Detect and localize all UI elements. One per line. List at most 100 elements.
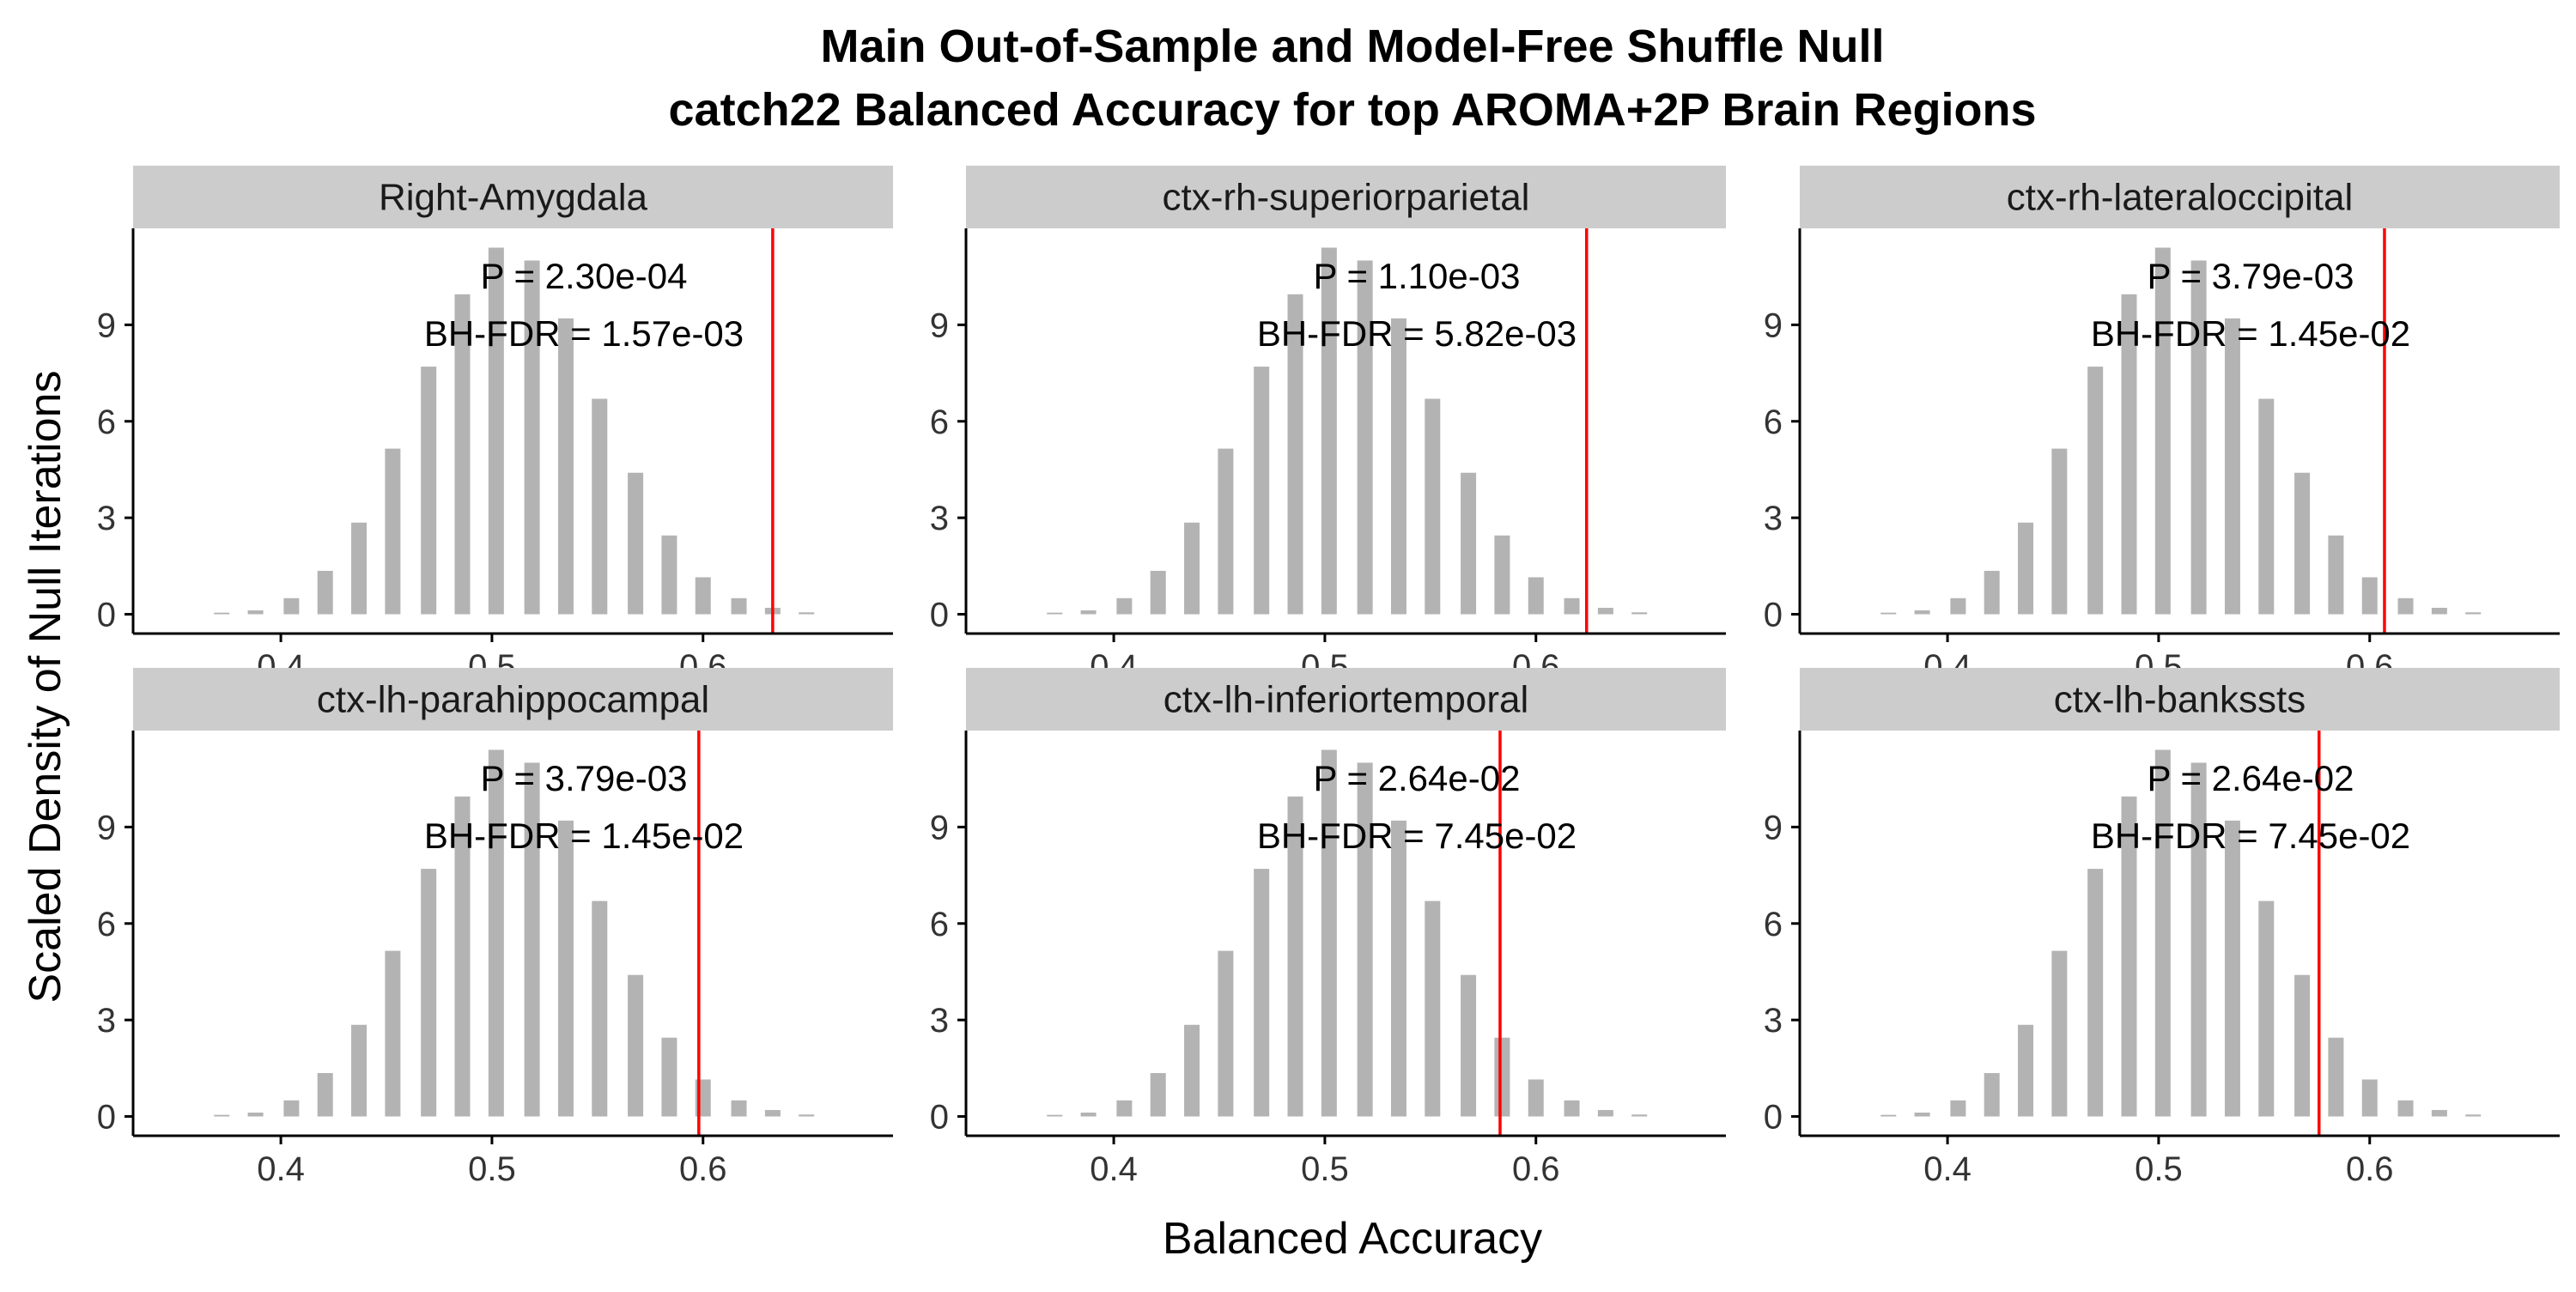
x-tick-label: 0.6: [2346, 1150, 2394, 1188]
histogram-bar: [524, 260, 540, 615]
histogram-bar: [731, 1100, 747, 1117]
x-tick-label: 0.4: [257, 1150, 305, 1188]
histogram-bar: [1080, 1113, 1097, 1117]
facet-panel: ctx-rh-superiorparietal P = 1.10e-03 BH-FD…: [930, 166, 1726, 686]
histogram-bar: [1880, 612, 1897, 615]
chart-title-line2: catch22 Balanced Accuracy for top AROMA+…: [669, 84, 2037, 136]
y-axis-title: Scaled Density of Null Iterations: [21, 370, 70, 1003]
facet-strip-label: ctx-rh-superiorparietal: [1163, 177, 1530, 219]
y-tick-label: 6: [930, 906, 949, 943]
histogram-bar: [2154, 749, 2171, 1117]
histogram-bar: [1287, 294, 1303, 615]
histogram-bar: [214, 1114, 230, 1117]
histogram-bar: [2121, 294, 2137, 615]
histogram-bar: [2258, 901, 2275, 1117]
histogram-bar: [628, 472, 644, 615]
y-tick-label: 3: [1764, 500, 1783, 537]
y-tick-label: 0: [1764, 1099, 1783, 1137]
histogram-bar: [764, 1110, 781, 1117]
fdr-value-label: BH-FDR = 1.45e-02: [2091, 313, 2410, 354]
histogram-bar: [2154, 247, 2171, 615]
histogram-bar: [2018, 1024, 2034, 1117]
facet-panel: Right-Amygdala P = 2.30e-04 BH-FDR = 1.57e…: [97, 166, 893, 686]
y-tick-label: 9: [1764, 809, 1783, 846]
histogram-bar: [1390, 820, 1406, 1117]
y-tick-label: 6: [97, 403, 116, 441]
histogram-bar: [247, 1113, 264, 1117]
facet-strip: [1800, 166, 2560, 228]
histogram-bar: [628, 974, 644, 1117]
histogram-bar: [524, 762, 540, 1117]
histogram-bar: [731, 597, 747, 615]
histogram-bar: [1321, 749, 1337, 1117]
p-value-label: P = 3.79e-03: [481, 758, 688, 798]
y-tick-label: 9: [97, 306, 116, 344]
histogram-bar: [799, 612, 815, 615]
p-value-label: P = 2.30e-04: [481, 256, 688, 296]
histogram-bar: [1494, 1037, 1510, 1117]
histogram-bar: [385, 950, 401, 1117]
x-tick-label: 0.5: [468, 1150, 516, 1188]
histogram-bar: [2294, 974, 2311, 1117]
y-tick-label: 9: [97, 809, 116, 846]
histogram-bar: [1287, 796, 1303, 1117]
histogram-bar: [1116, 1100, 1133, 1117]
histogram-bar: [1254, 367, 1270, 615]
histogram-bar: [1914, 610, 1930, 615]
histogram-bar: [247, 610, 264, 615]
facet-strip-label: ctx-lh-inferiortemporal: [1163, 679, 1528, 721]
y-tick-label: 6: [1764, 906, 1783, 943]
facet-panel: ctx-lh-bankssts P = 2.64e-02 BH-FDR = 7.45…: [1764, 668, 2560, 1188]
histogram-bar: [2465, 612, 2482, 615]
p-value-label: P = 1.10e-03: [1314, 256, 1521, 296]
histogram-bar: [2397, 1100, 2414, 1117]
y-tick-label: 9: [930, 809, 949, 846]
histogram-bar: [1597, 608, 1613, 615]
histogram-bar: [2431, 608, 2447, 615]
x-tick-label: 0.5: [2135, 1150, 2183, 1188]
histogram-bar: [1425, 398, 1441, 615]
p-value-label: P = 2.64e-02: [2148, 758, 2354, 798]
histogram-bar: [557, 820, 574, 1117]
histogram-bar: [1184, 1024, 1200, 1117]
histogram-bar: [351, 1024, 368, 1117]
histogram-bar: [2294, 472, 2311, 615]
histogram-bar: [799, 1114, 815, 1117]
y-tick-label: 9: [1764, 306, 1783, 344]
y-tick-label: 6: [1764, 403, 1783, 441]
histogram-bar: [1047, 1114, 1063, 1117]
histogram-bar: [2465, 1114, 2482, 1117]
histogram-bar: [661, 1037, 677, 1117]
p-value-label: P = 2.64e-02: [1314, 758, 1521, 798]
histogram-bar: [385, 448, 401, 615]
histogram-bar: [317, 570, 333, 615]
y-tick-label: 0: [97, 597, 116, 634]
x-tick-label: 0.6: [1512, 1150, 1560, 1188]
histogram-bar: [283, 597, 300, 615]
fdr-value-label: BH-FDR = 1.45e-02: [424, 816, 744, 856]
y-tick-label: 0: [930, 597, 949, 634]
histogram-bar: [454, 796, 471, 1117]
histogram-bar: [1357, 260, 1373, 615]
x-tick-label: 0.4: [1090, 1150, 1138, 1188]
x-tick-label: 0.5: [1301, 1150, 1349, 1188]
facet-strip: [966, 668, 1726, 731]
histogram-bar: [661, 535, 677, 615]
histogram-bar: [1357, 762, 1373, 1117]
histogram-bar: [488, 749, 504, 1117]
p-value-label: P = 3.79e-03: [2148, 256, 2354, 296]
histogram-bar: [421, 869, 437, 1117]
x-tick-label: 0.6: [679, 1150, 727, 1188]
facet-panel: ctx-lh-inferiortemporal P = 2.64e-02 BH-FD…: [930, 668, 1726, 1188]
histogram-bar: [1880, 1114, 1897, 1117]
y-tick-label: 3: [97, 1002, 116, 1040]
histogram-bar: [1564, 597, 1580, 615]
fdr-value-label: BH-FDR = 7.45e-02: [2091, 816, 2410, 856]
histogram-bar: [2051, 950, 2068, 1117]
y-tick-label: 6: [97, 906, 116, 943]
histogram-bar: [1564, 1100, 1580, 1117]
facet-panel: ctx-lh-parahippocampal P = 3.79e-03 BH-FDR…: [97, 668, 893, 1188]
facet-strip: [133, 166, 893, 228]
histogram-bar: [2190, 260, 2207, 615]
